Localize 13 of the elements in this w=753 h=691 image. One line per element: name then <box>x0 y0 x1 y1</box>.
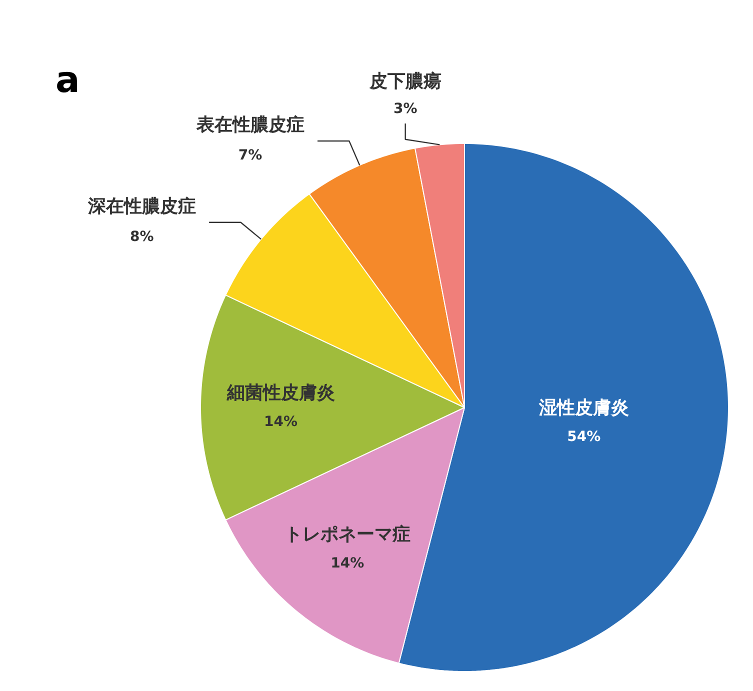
data-label: 54% <box>567 429 601 446</box>
slice-label: 皮下膿瘍 <box>368 70 442 92</box>
data-label: 8% <box>130 228 154 245</box>
data-label: 14% <box>264 414 298 430</box>
slice-label: 深在性膿皮症 <box>86 196 196 218</box>
slice-label: 表在性膿皮症 <box>195 114 304 136</box>
data-label: 7% <box>238 148 262 164</box>
data-label: 14% <box>330 556 364 572</box>
text: a <box>56 60 80 101</box>
data-label: 3% <box>393 101 418 118</box>
slice-label: 細菌性皮膚炎 <box>226 382 335 404</box>
slice-label: 湿性皮膚炎 <box>538 398 629 419</box>
slice-label: トレポネーマ症 <box>284 524 410 546</box>
